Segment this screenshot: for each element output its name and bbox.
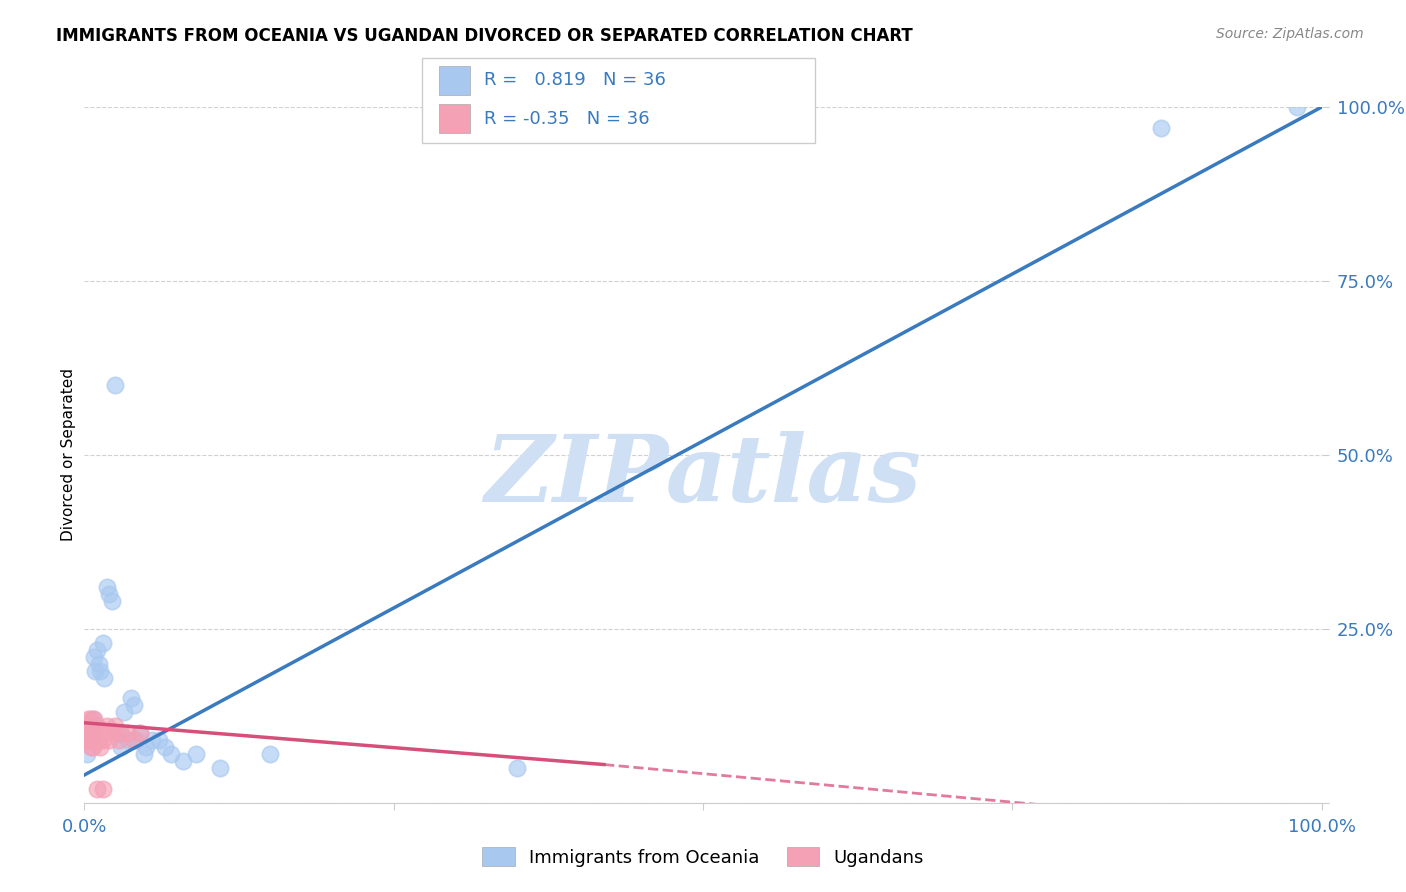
- Point: [83, 726, 105, 740]
- Point: [209, 761, 232, 775]
- Point: [82, 740, 104, 755]
- Point: [89, 657, 111, 671]
- Point: [84, 733, 107, 747]
- Point: [135, 740, 157, 755]
- Point: [122, 733, 145, 747]
- Point: [104, 378, 127, 392]
- Point: [125, 733, 148, 747]
- Point: [129, 726, 152, 740]
- Point: [98, 733, 121, 747]
- Y-axis label: Divorced or Separated: Divorced or Separated: [60, 368, 76, 541]
- Point: [117, 733, 139, 747]
- Point: [506, 761, 529, 775]
- Point: [100, 594, 122, 608]
- Point: [132, 747, 155, 761]
- Point: [96, 580, 118, 594]
- Point: [100, 726, 122, 740]
- Point: [76, 747, 98, 761]
- Point: [83, 649, 105, 664]
- Point: [104, 719, 127, 733]
- Point: [79, 733, 101, 747]
- Point: [76, 726, 98, 740]
- Point: [129, 726, 152, 740]
- Point: [86, 726, 108, 740]
- Point: [91, 781, 114, 796]
- Point: [172, 754, 194, 768]
- Point: [82, 726, 104, 740]
- Point: [83, 712, 105, 726]
- Point: [91, 733, 114, 747]
- Point: [93, 671, 115, 685]
- Point: [91, 636, 114, 650]
- Point: [120, 691, 142, 706]
- Point: [79, 712, 101, 726]
- Point: [79, 719, 101, 733]
- Text: R =   0.819   N = 36: R = 0.819 N = 36: [484, 71, 665, 89]
- Text: Source: ZipAtlas.com: Source: ZipAtlas.com: [1216, 27, 1364, 41]
- Point: [89, 733, 111, 747]
- Point: [117, 726, 139, 740]
- Point: [79, 740, 101, 755]
- Text: ZIPatlas: ZIPatlas: [485, 431, 921, 521]
- Point: [86, 642, 108, 657]
- Point: [80, 733, 103, 747]
- Point: [110, 726, 132, 740]
- Point: [122, 698, 145, 713]
- Point: [77, 726, 100, 740]
- Legend: Immigrants from Oceania, Ugandans: Immigrants from Oceania, Ugandans: [475, 840, 931, 874]
- Point: [259, 747, 281, 761]
- Point: [1150, 120, 1173, 135]
- Point: [153, 740, 176, 755]
- Point: [108, 733, 131, 747]
- Point: [1285, 100, 1308, 114]
- Point: [141, 733, 163, 747]
- Point: [82, 733, 104, 747]
- Point: [75, 719, 97, 733]
- Point: [79, 733, 101, 747]
- Point: [80, 719, 103, 733]
- Point: [79, 726, 101, 740]
- Point: [86, 719, 108, 733]
- Point: [98, 587, 121, 601]
- Point: [82, 712, 104, 726]
- Point: [93, 726, 115, 740]
- Point: [148, 733, 170, 747]
- Point: [89, 664, 111, 678]
- Point: [84, 664, 107, 678]
- Point: [108, 726, 131, 740]
- Point: [89, 740, 111, 755]
- Point: [76, 733, 98, 747]
- Point: [87, 726, 110, 740]
- Point: [80, 726, 103, 740]
- Point: [160, 747, 183, 761]
- Text: IMMIGRANTS FROM OCEANIA VS UGANDAN DIVORCED OR SEPARATED CORRELATION CHART: IMMIGRANTS FROM OCEANIA VS UGANDAN DIVOR…: [56, 27, 912, 45]
- Text: R = -0.35   N = 36: R = -0.35 N = 36: [484, 110, 650, 128]
- Point: [112, 706, 135, 720]
- Point: [110, 740, 132, 755]
- Point: [86, 781, 108, 796]
- Point: [96, 719, 118, 733]
- Point: [77, 712, 100, 726]
- Point: [184, 747, 207, 761]
